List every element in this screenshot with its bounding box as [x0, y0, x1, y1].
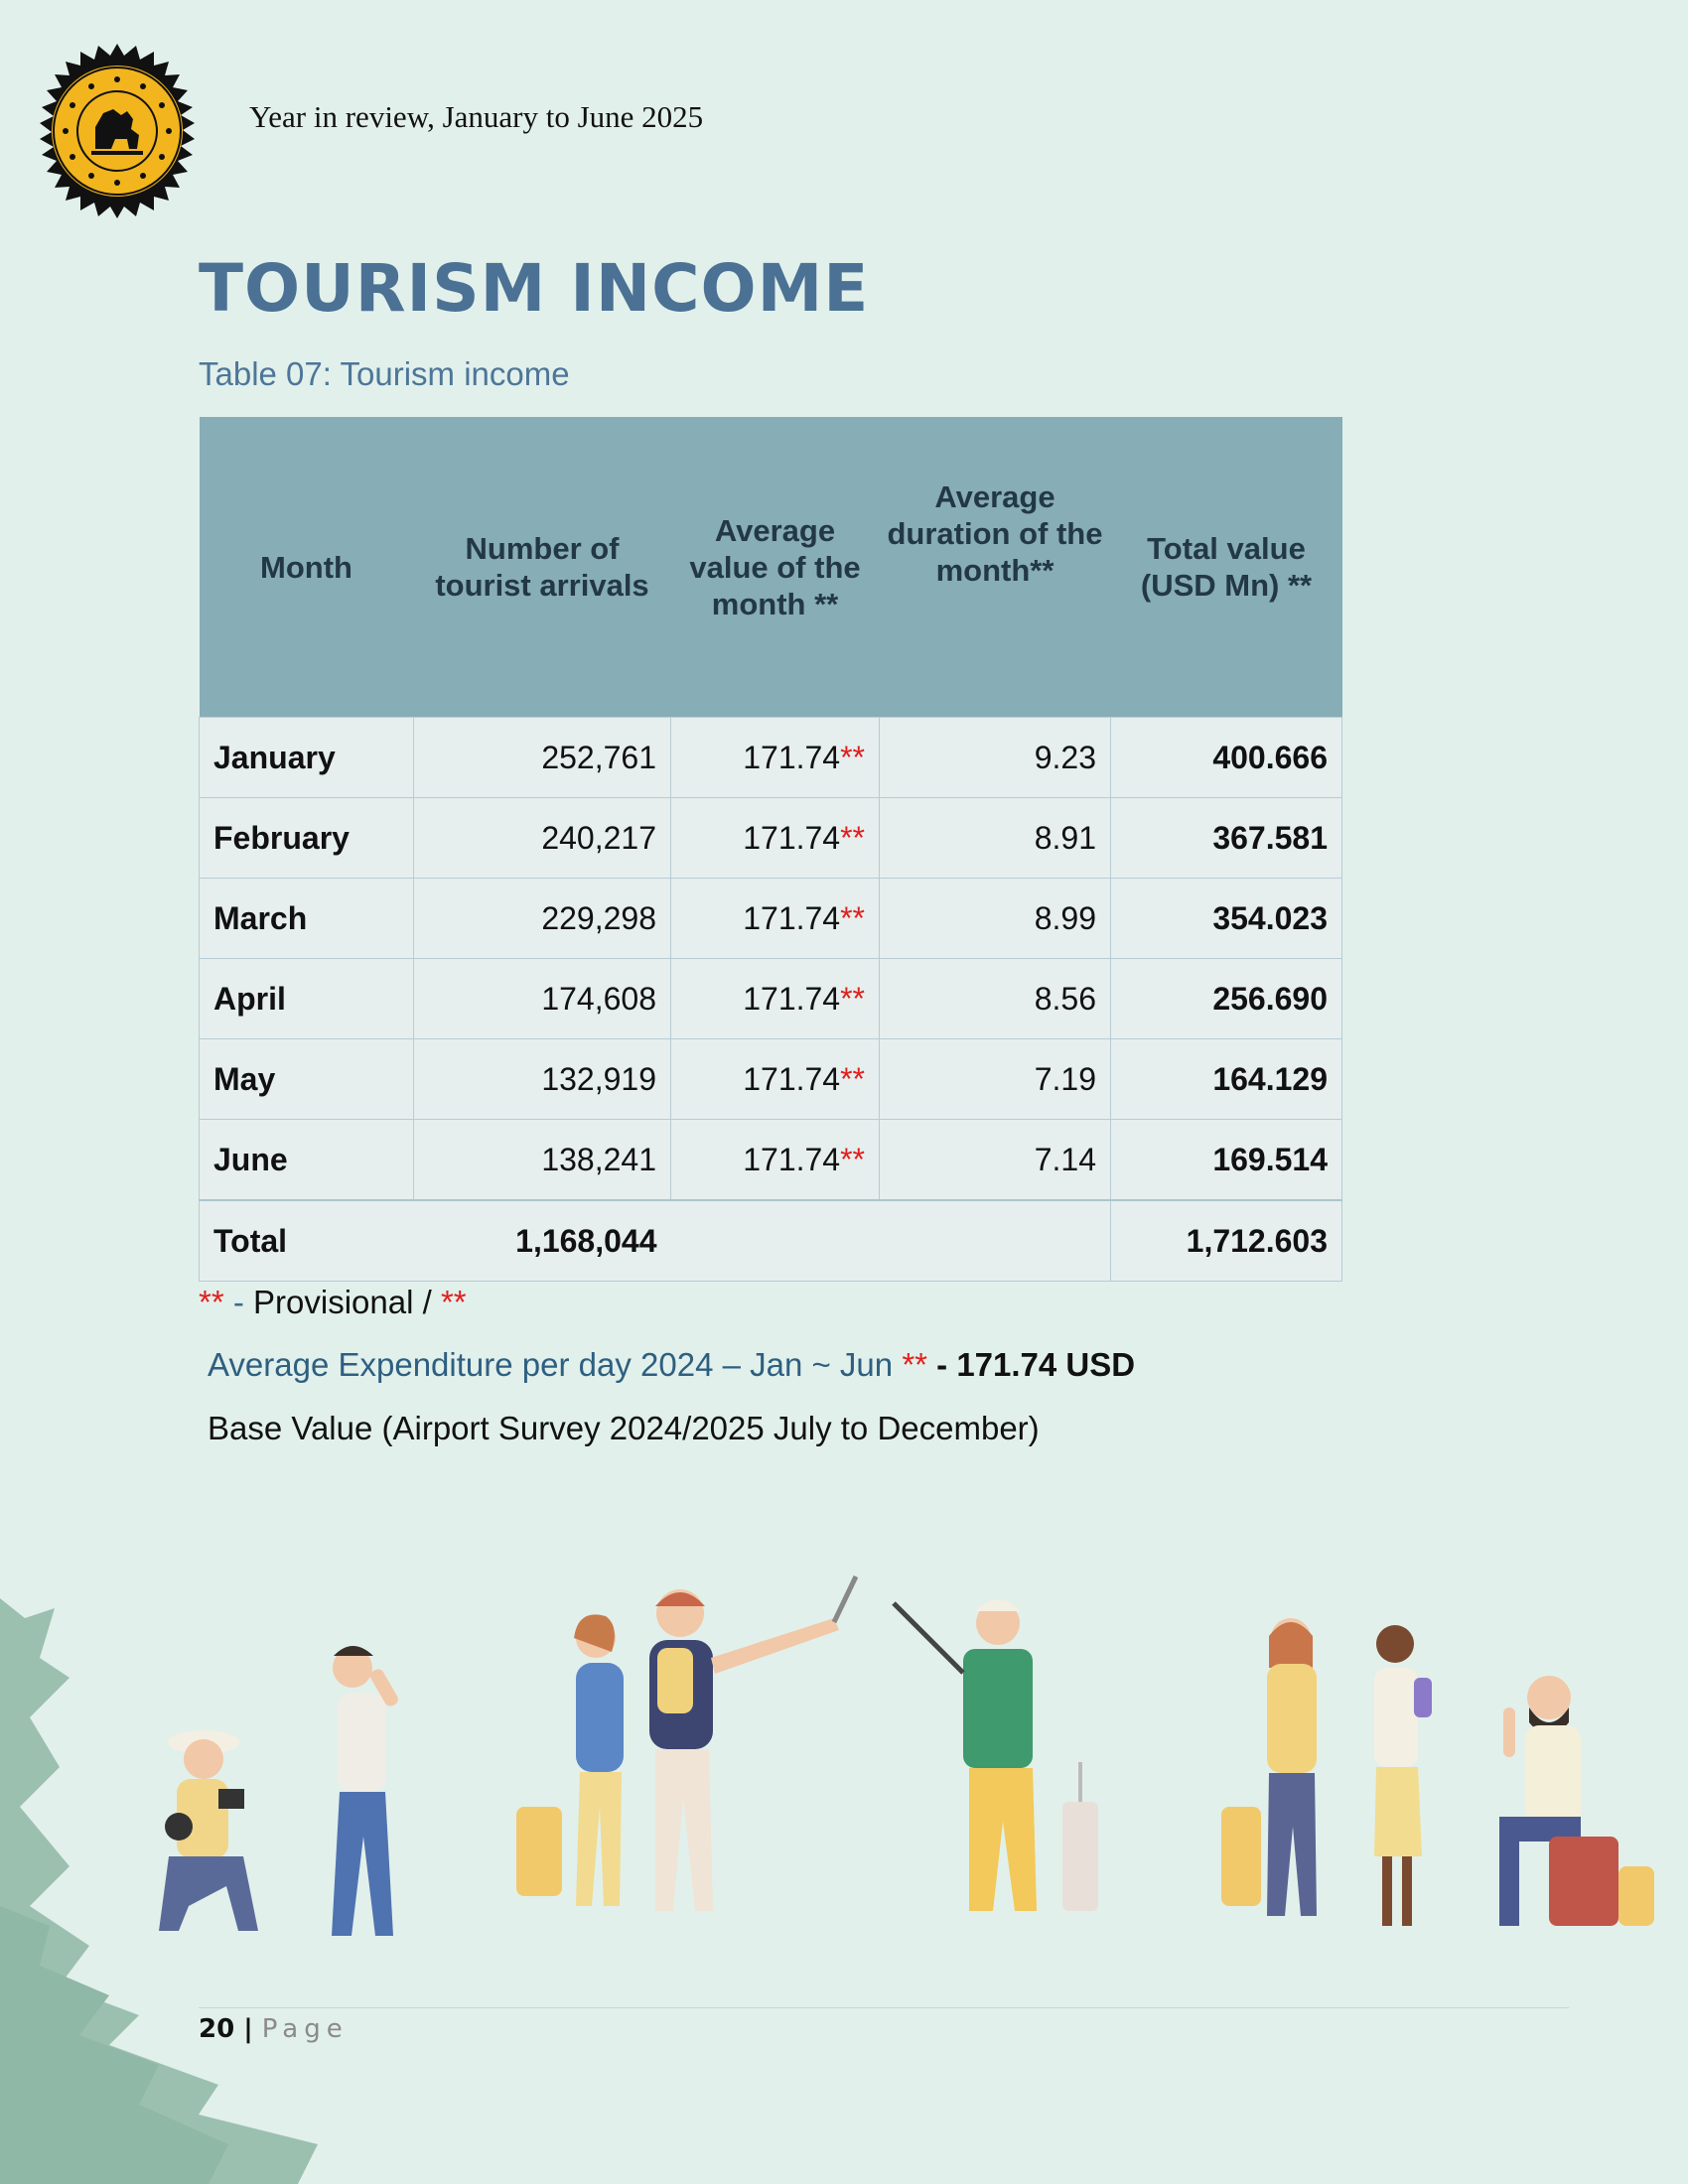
traveler-figure [1499, 1676, 1654, 1926]
total-value-cell: 367.581 [1110, 797, 1342, 879]
arrivals-cell: 229,298 [413, 878, 671, 959]
arrivals-cell: 252,761 [413, 717, 671, 798]
total-value-cell: 256.690 [1110, 958, 1342, 1039]
column-header-average-value: Average value of the month ** [670, 417, 880, 718]
column-header-arrivals: Number of tourist arrivals [413, 417, 671, 718]
table-row: March 229,298 171.74** 8.99 354.023 [199, 878, 1342, 959]
total-label-cell: Total [199, 1199, 414, 1282]
footer-divider [199, 2007, 1569, 2008]
average-value-cell: 171.74** [670, 797, 880, 879]
provisional-note: ** - Provisional / ** [199, 1284, 467, 1320]
traveler-figure [1374, 1625, 1432, 1926]
month-cell: March [199, 878, 414, 959]
total-value-cell: 400.666 [1110, 717, 1342, 798]
traveler-figure [1221, 1618, 1317, 1916]
tourism-income-table: Month Number of tourist arrivals Average… [199, 417, 1342, 1282]
travelers-illustration [0, 1574, 1654, 2184]
month-cell: May [199, 1038, 414, 1120]
average-value-cell: 171.74** [670, 1119, 880, 1201]
traveler-figure [332, 1646, 398, 1936]
traveler-figure [516, 1614, 624, 1906]
report-header-title: Year in review, January to June 2025 [249, 99, 704, 134]
column-header-average-duration: Average duration of the month** [879, 417, 1111, 718]
page-number: 20 | Page [199, 2014, 349, 2044]
traveler-figure [892, 1599, 1098, 1911]
average-value-cell: 171.74** [670, 1038, 880, 1120]
table-header-row: Month Number of tourist arrivals Average… [199, 417, 1342, 718]
page-title: TOURISM INCOME [199, 250, 870, 327]
total-value-sum-cell: 1,712.603 [1110, 1199, 1342, 1282]
base-value-note: Base Value (Airport Survey 2024/2025 Jul… [208, 1410, 1040, 1446]
arrivals-cell: 174,608 [413, 958, 671, 1039]
table-total-row: Total 1,168,044 1,712.603 [199, 1199, 1342, 1282]
average-expenditure-note: Average Expenditure per day 2024 – Jan ~… [208, 1346, 1136, 1383]
average-value-cell: 171.74** [670, 958, 880, 1039]
total-value-cell: 169.514 [1110, 1119, 1342, 1201]
total-value-cell: 164.129 [1110, 1038, 1342, 1120]
traveler-figure [159, 1730, 258, 1931]
table-row: February 240,217 171.74** 8.91 367.581 [199, 797, 1342, 879]
table-row: June 138,241 171.74** 7.14 169.514 [199, 1119, 1342, 1201]
duration-cell: 7.19 [879, 1038, 1111, 1120]
column-header-total-value: Total value (USD Mn) ** [1110, 417, 1342, 718]
month-cell: April [199, 958, 414, 1039]
total-value-cell: 354.023 [1110, 878, 1342, 959]
duration-cell: 8.91 [879, 797, 1111, 879]
duration-cell: 7.14 [879, 1119, 1111, 1201]
column-header-month: Month [199, 417, 414, 718]
duration-cell: 8.56 [879, 958, 1111, 1039]
total-arrivals-cell: 1,168,044 [413, 1199, 671, 1282]
average-value-cell: 171.74** [670, 717, 880, 798]
table-row: April 174,608 171.74** 8.56 256.690 [199, 958, 1342, 1039]
duration-cell: 9.23 [879, 717, 1111, 798]
average-value-cell: 171.74** [670, 878, 880, 959]
tourism-authority-seal-icon [40, 44, 195, 218]
month-cell: February [199, 797, 414, 879]
traveler-figure [649, 1574, 859, 1911]
total-empty-cell [670, 1199, 1111, 1282]
table-row: May 132,919 171.74** 7.19 164.129 [199, 1038, 1342, 1120]
month-cell: June [199, 1119, 414, 1201]
arrivals-cell: 240,217 [413, 797, 671, 879]
table-caption: Table 07: Tourism income [199, 355, 570, 392]
duration-cell: 8.99 [879, 878, 1111, 959]
month-cell: January [199, 717, 414, 798]
arrivals-cell: 132,919 [413, 1038, 671, 1120]
arrivals-cell: 138,241 [413, 1119, 671, 1201]
brush-stroke-shape [0, 1906, 228, 2184]
table-row: January 252,761 171.74** 9.23 400.666 [199, 717, 1342, 798]
